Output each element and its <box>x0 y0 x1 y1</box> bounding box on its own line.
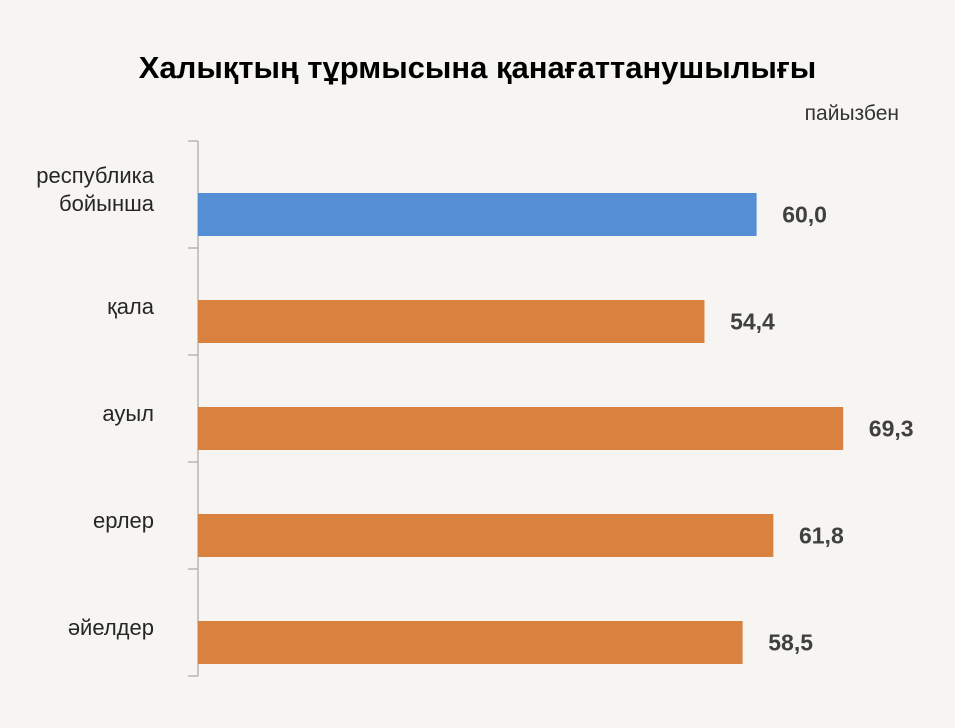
value-label-3: 61,8 <box>799 523 844 549</box>
value-label-4: 58,5 <box>768 630 813 656</box>
category-label-3: ерлер <box>93 508 154 533</box>
category-label-2: ауыл <box>102 401 154 426</box>
category-label-1: қала <box>107 294 155 319</box>
category-label-line: әйелдер <box>68 615 154 640</box>
category-label-line: ерлер <box>93 508 154 533</box>
category-label-line: қала <box>107 294 155 319</box>
value-label-0: 60,0 <box>782 202 827 228</box>
bar-0 <box>198 193 757 236</box>
category-label-line: республика <box>36 163 154 188</box>
category-label-line: ауыл <box>102 401 154 426</box>
bar-2 <box>198 407 844 450</box>
bar-1 <box>198 300 705 343</box>
value-label-2: 69,3 <box>869 416 914 442</box>
category-label-4: әйелдер <box>68 615 154 640</box>
bar-3 <box>198 514 774 557</box>
chart-title: Халықтың тұрмысына қанағаттанушылығы <box>138 50 817 85</box>
value-label-1: 54,4 <box>730 309 775 335</box>
category-label-0: республика бойынша <box>36 163 154 216</box>
unit-label: пайызбен <box>804 102 899 125</box>
bar-4 <box>198 621 743 664</box>
category-label-line: бойынша <box>59 191 155 216</box>
